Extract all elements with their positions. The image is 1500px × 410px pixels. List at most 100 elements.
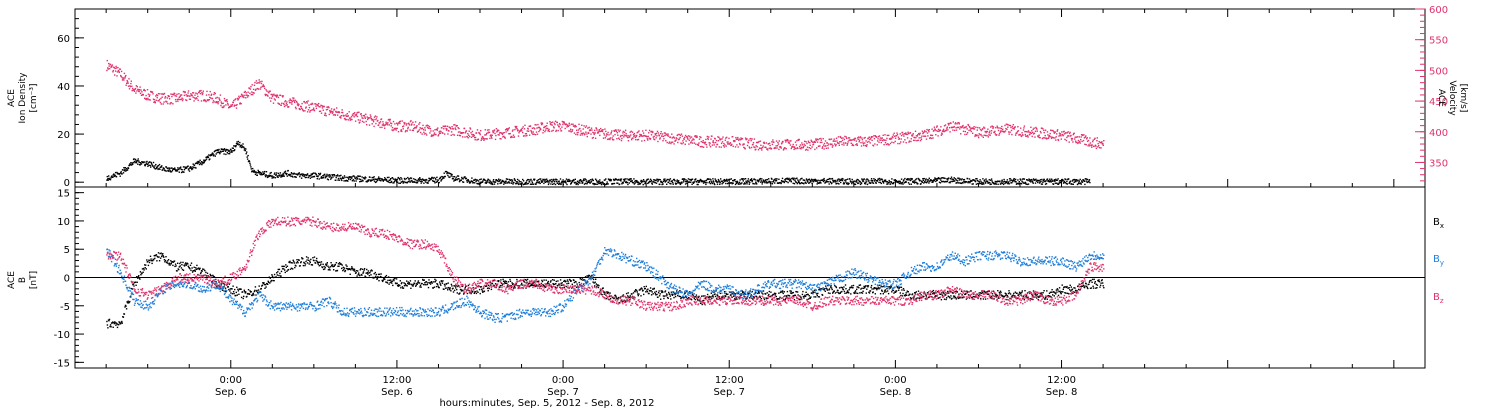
velocity-series-point (825, 145, 827, 147)
velocity-series-point (654, 138, 656, 141)
velocity-series-point (977, 135, 979, 137)
velocity-series-point (243, 91, 246, 93)
velocity-series-point (272, 102, 275, 104)
density-series-point (1085, 180, 1087, 182)
velocity-series-point (1010, 126, 1012, 129)
velocity-series-point (121, 79, 124, 81)
velocity-series-point (531, 127, 534, 129)
density-series-point (705, 183, 707, 186)
density-series-point (593, 182, 595, 185)
velocity-series-point (774, 147, 777, 149)
density-series-point (452, 176, 454, 178)
velocity-series-point (341, 111, 343, 114)
velocity-series-point (558, 126, 560, 128)
velocity-series-point (853, 138, 855, 140)
density-series-point (761, 183, 763, 185)
density-series-point (688, 181, 690, 183)
velocity-series-point (366, 124, 368, 126)
density-series-point (565, 182, 567, 184)
velocity-series-point (265, 89, 267, 91)
series-bx-point (245, 291, 247, 293)
density-series-point (1020, 183, 1023, 185)
density-series-point (1044, 183, 1047, 185)
velocity-series-point (325, 115, 327, 117)
velocity-series-point (930, 137, 933, 140)
density-series-point (145, 161, 147, 163)
velocity-series-point (994, 133, 996, 135)
b-field-plot-area (106, 216, 1105, 329)
velocity-series-point (423, 133, 426, 135)
velocity-series-point (1048, 136, 1050, 138)
density-series-point (1059, 182, 1061, 184)
velocity-series-point (972, 132, 974, 134)
velocity-series-point (404, 122, 406, 124)
series-bx-point (154, 257, 156, 260)
density-series-point (493, 183, 496, 185)
velocity-series-point (282, 95, 284, 97)
velocity-series-point (400, 129, 402, 131)
density-series-point (712, 178, 714, 180)
series-bx-point (248, 292, 250, 295)
series-bx-point (325, 263, 327, 265)
velocity-series-point (1053, 131, 1055, 133)
velocity-series-point (262, 85, 264, 88)
density-series-point (693, 181, 696, 183)
velocity-series-point (575, 125, 577, 128)
velocity-series-point (241, 94, 243, 96)
density-series-point (176, 170, 179, 172)
velocity-series-point (878, 141, 880, 143)
density-series-point (874, 180, 876, 182)
velocity-series-point (157, 93, 160, 95)
velocity-series-point (842, 137, 844, 139)
density-series-point (329, 175, 331, 177)
velocity-series-point (595, 127, 597, 129)
density-series-point (918, 179, 920, 181)
density-series-point (959, 182, 961, 184)
density-series-point (539, 178, 541, 180)
velocity-series-point (800, 146, 803, 149)
velocity-series-point (1101, 141, 1103, 143)
velocity-series-point (426, 126, 429, 129)
series-bx-point (349, 273, 351, 275)
velocity-series-point (402, 125, 404, 128)
velocity-series-point (300, 106, 302, 108)
density-series-point (428, 179, 431, 182)
density-series-point (778, 178, 780, 180)
series-bx-point (378, 280, 380, 282)
velocity-series-point (698, 142, 700, 144)
velocity-series-point (414, 121, 417, 123)
velocity-series-point (630, 130, 632, 132)
density-series-point (228, 150, 230, 152)
velocity-series-point (760, 147, 762, 150)
velocity-series-point (576, 132, 578, 134)
velocity-series-point (713, 142, 715, 144)
density-series-point (355, 176, 358, 178)
velocity-series-point (701, 146, 703, 148)
velocity-series-point (274, 99, 276, 101)
density-series-point (1028, 178, 1030, 180)
velocity-series-point (539, 127, 541, 129)
density-series-point (725, 179, 727, 182)
density-series-point (990, 179, 992, 181)
density-series-point (868, 180, 870, 182)
velocity-series-point (511, 130, 514, 132)
velocity-series-point (469, 127, 471, 129)
velocity-series-point (552, 129, 554, 132)
density-series-point (390, 178, 392, 180)
velocity-series-point (612, 135, 614, 137)
density-series-point (335, 179, 337, 181)
density-series-point (947, 179, 949, 181)
density-series-point (273, 176, 275, 178)
density-series-point (1034, 182, 1037, 184)
velocity-series-point (217, 103, 219, 105)
density-series-point (845, 181, 847, 183)
series-bx-point (376, 278, 379, 280)
density-series-point (1047, 179, 1050, 182)
velocity-series-point (652, 131, 654, 133)
velocity-series-point (757, 141, 759, 144)
velocity-series-point (386, 124, 389, 126)
velocity-series-point (186, 95, 188, 97)
density-series-point (178, 168, 180, 171)
velocity-series-point (717, 136, 719, 138)
density-series-point (438, 181, 440, 184)
